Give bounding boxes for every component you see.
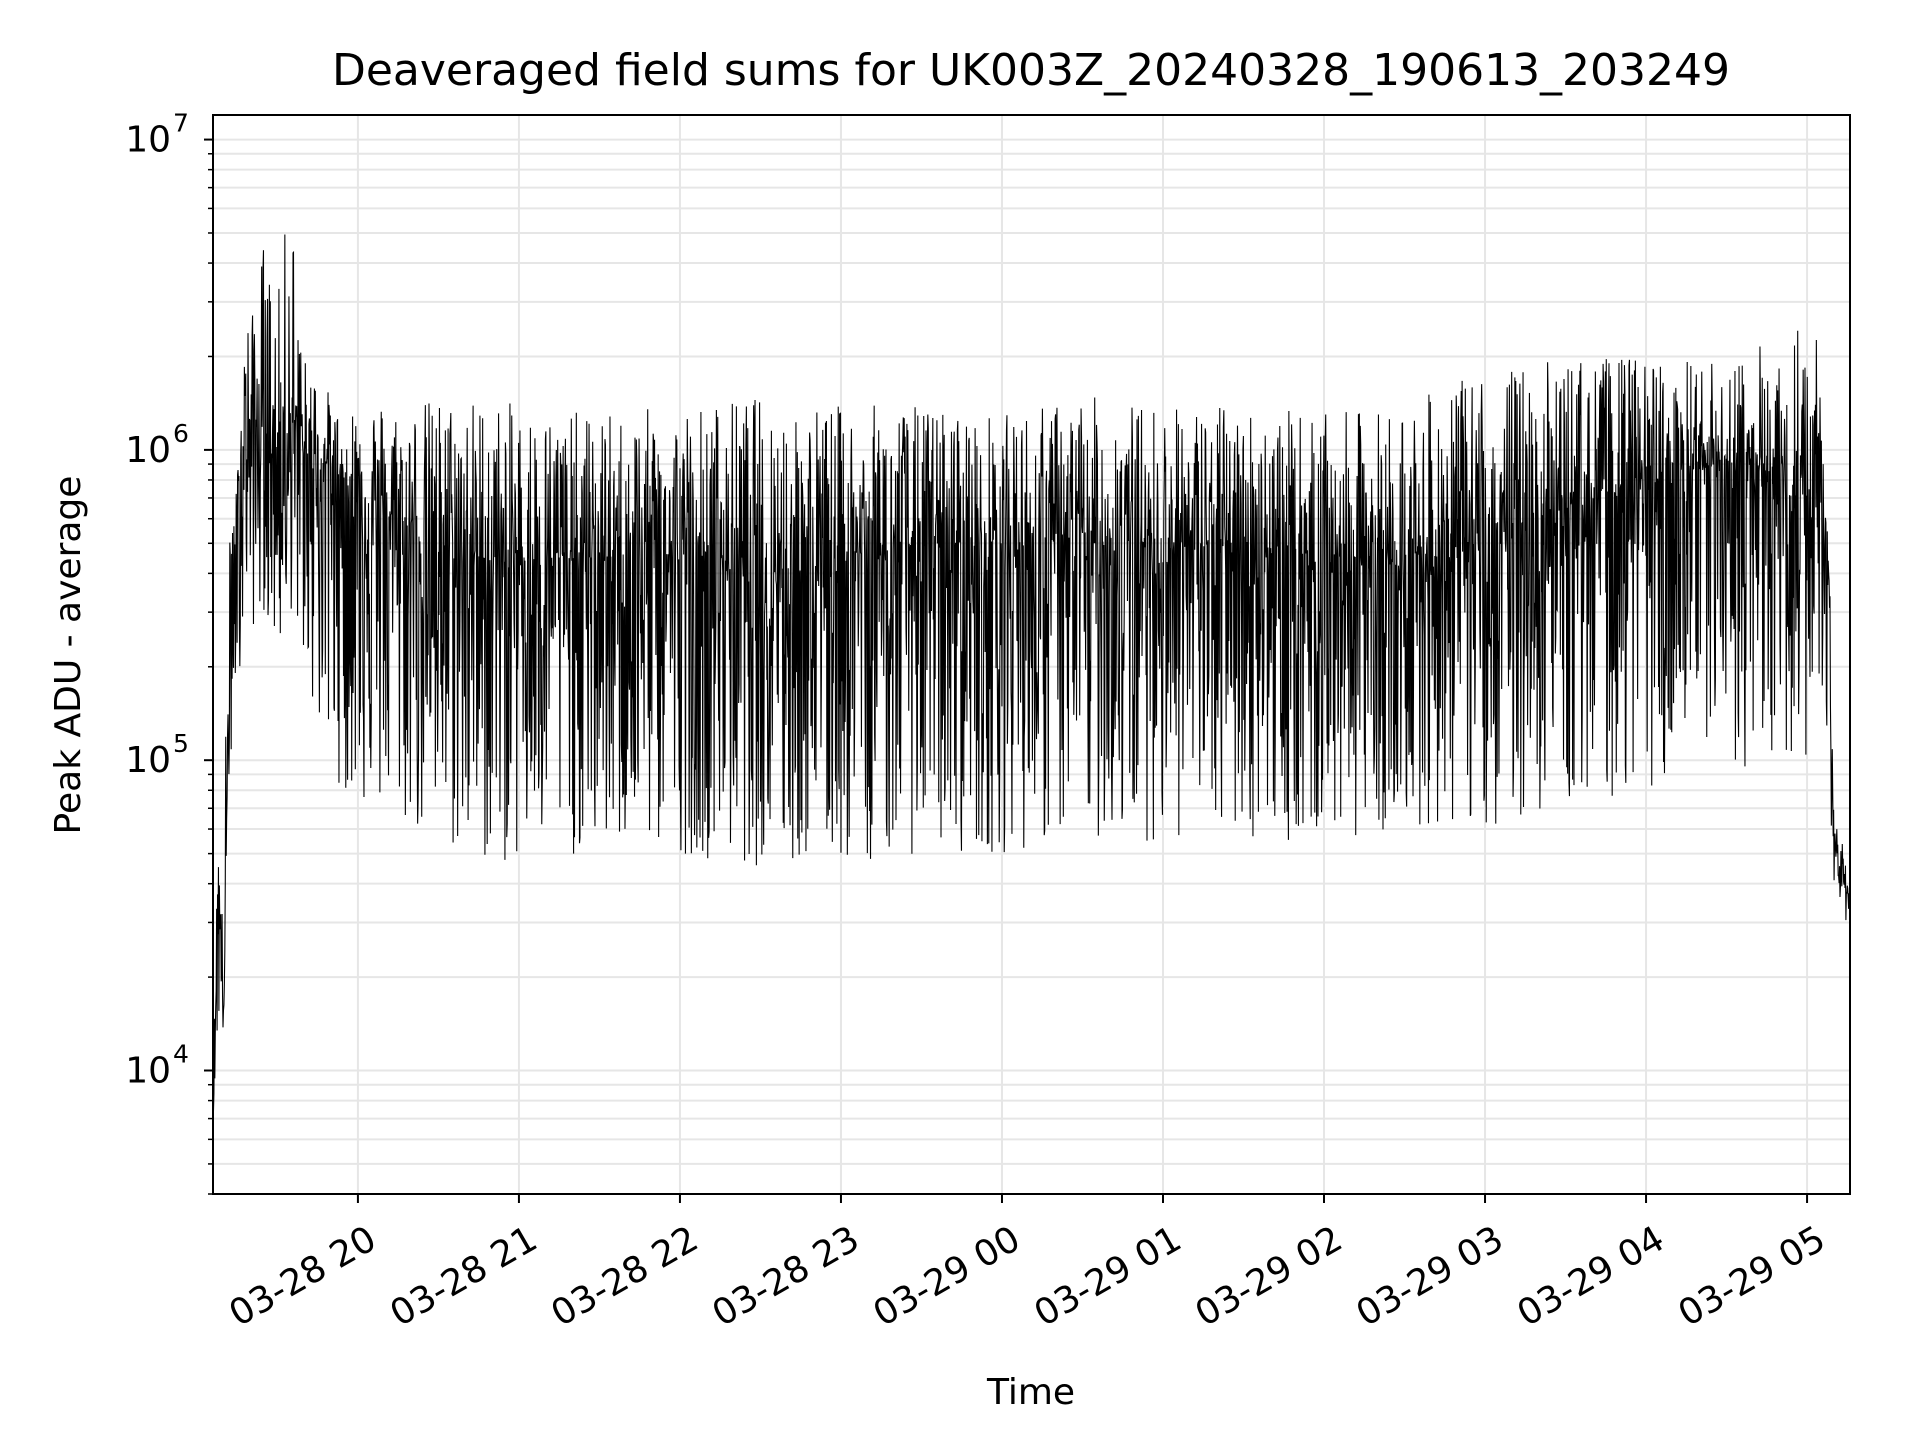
y-tick-label-exponent: 4 xyxy=(173,1040,189,1069)
axes-frame xyxy=(212,114,1851,1195)
y-tick-label-exponent: 6 xyxy=(173,419,189,448)
x-tick-label: 03-29 03 xyxy=(1350,1218,1511,1334)
x-tick-label: 03-28 23 xyxy=(706,1218,867,1334)
x-tick-label: 03-29 01 xyxy=(1028,1218,1189,1334)
y-tick-label-exponent: 7 xyxy=(173,109,189,138)
data-series-layer xyxy=(212,234,1851,1119)
x-axis-label: Time xyxy=(986,1372,1075,1413)
x-axis-ticks: 03-28 20 03-28 21 03-28 22 03-28 23 03-29 00… xyxy=(223,1194,1833,1335)
chart-title: Deaveraged field sums for UK003Z_2024032… xyxy=(332,45,1730,96)
y-tick-label: 10 xyxy=(125,1051,171,1092)
y-tick-label: 10 xyxy=(125,120,171,161)
x-tick-label: 03-29 05 xyxy=(1672,1218,1833,1334)
x-tick-label: 03-29 00 xyxy=(867,1218,1028,1334)
x-tick-label: 03-28 21 xyxy=(384,1218,545,1334)
x-tick-label: 03-29 02 xyxy=(1189,1218,1350,1334)
y-tick-label-exponent: 5 xyxy=(173,729,189,758)
x-tick-label: 03-28 22 xyxy=(545,1218,706,1334)
y-axis-label: Peak ADU - average xyxy=(48,476,89,835)
x-tick-label: 03-28 20 xyxy=(223,1218,384,1334)
y-tick-label: 10 xyxy=(125,740,171,781)
series-line xyxy=(212,234,1851,1119)
y-tick-label: 10 xyxy=(125,430,171,471)
x-tick-label: 03-29 04 xyxy=(1511,1218,1672,1334)
